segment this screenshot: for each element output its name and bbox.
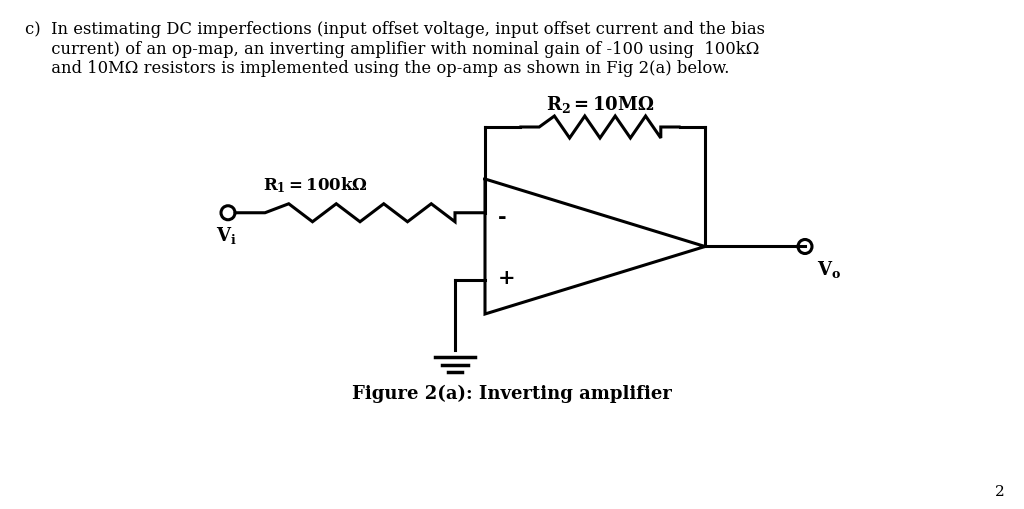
Text: $\mathbf{R_2=10M\Omega}$: $\mathbf{R_2=10M\Omega}$ xyxy=(546,94,654,115)
Text: $\mathbf{V_o}$: $\mathbf{V_o}$ xyxy=(817,260,841,280)
Text: current) of an op-map, an inverting amplifier with nominal gain of -100 using  1: current) of an op-map, an inverting ampl… xyxy=(25,41,760,58)
Text: Figure 2(a): Inverting amplifier: Figure 2(a): Inverting amplifier xyxy=(352,385,672,403)
Text: 2: 2 xyxy=(995,485,1005,499)
Text: and 10MΩ resistors is implemented using the op-amp as shown in Fig 2(a) below.: and 10MΩ resistors is implemented using … xyxy=(25,60,729,77)
Text: c)  In estimating DC imperfections (input offset voltage, input offset current a: c) In estimating DC imperfections (input… xyxy=(25,21,765,38)
Text: $\mathbf{V_i}$: $\mathbf{V_i}$ xyxy=(216,225,237,246)
Text: $\mathbf{R_1=100k\Omega}$: $\mathbf{R_1=100k\Omega}$ xyxy=(263,175,368,195)
Text: +: + xyxy=(498,268,516,288)
Text: -: - xyxy=(498,207,507,227)
